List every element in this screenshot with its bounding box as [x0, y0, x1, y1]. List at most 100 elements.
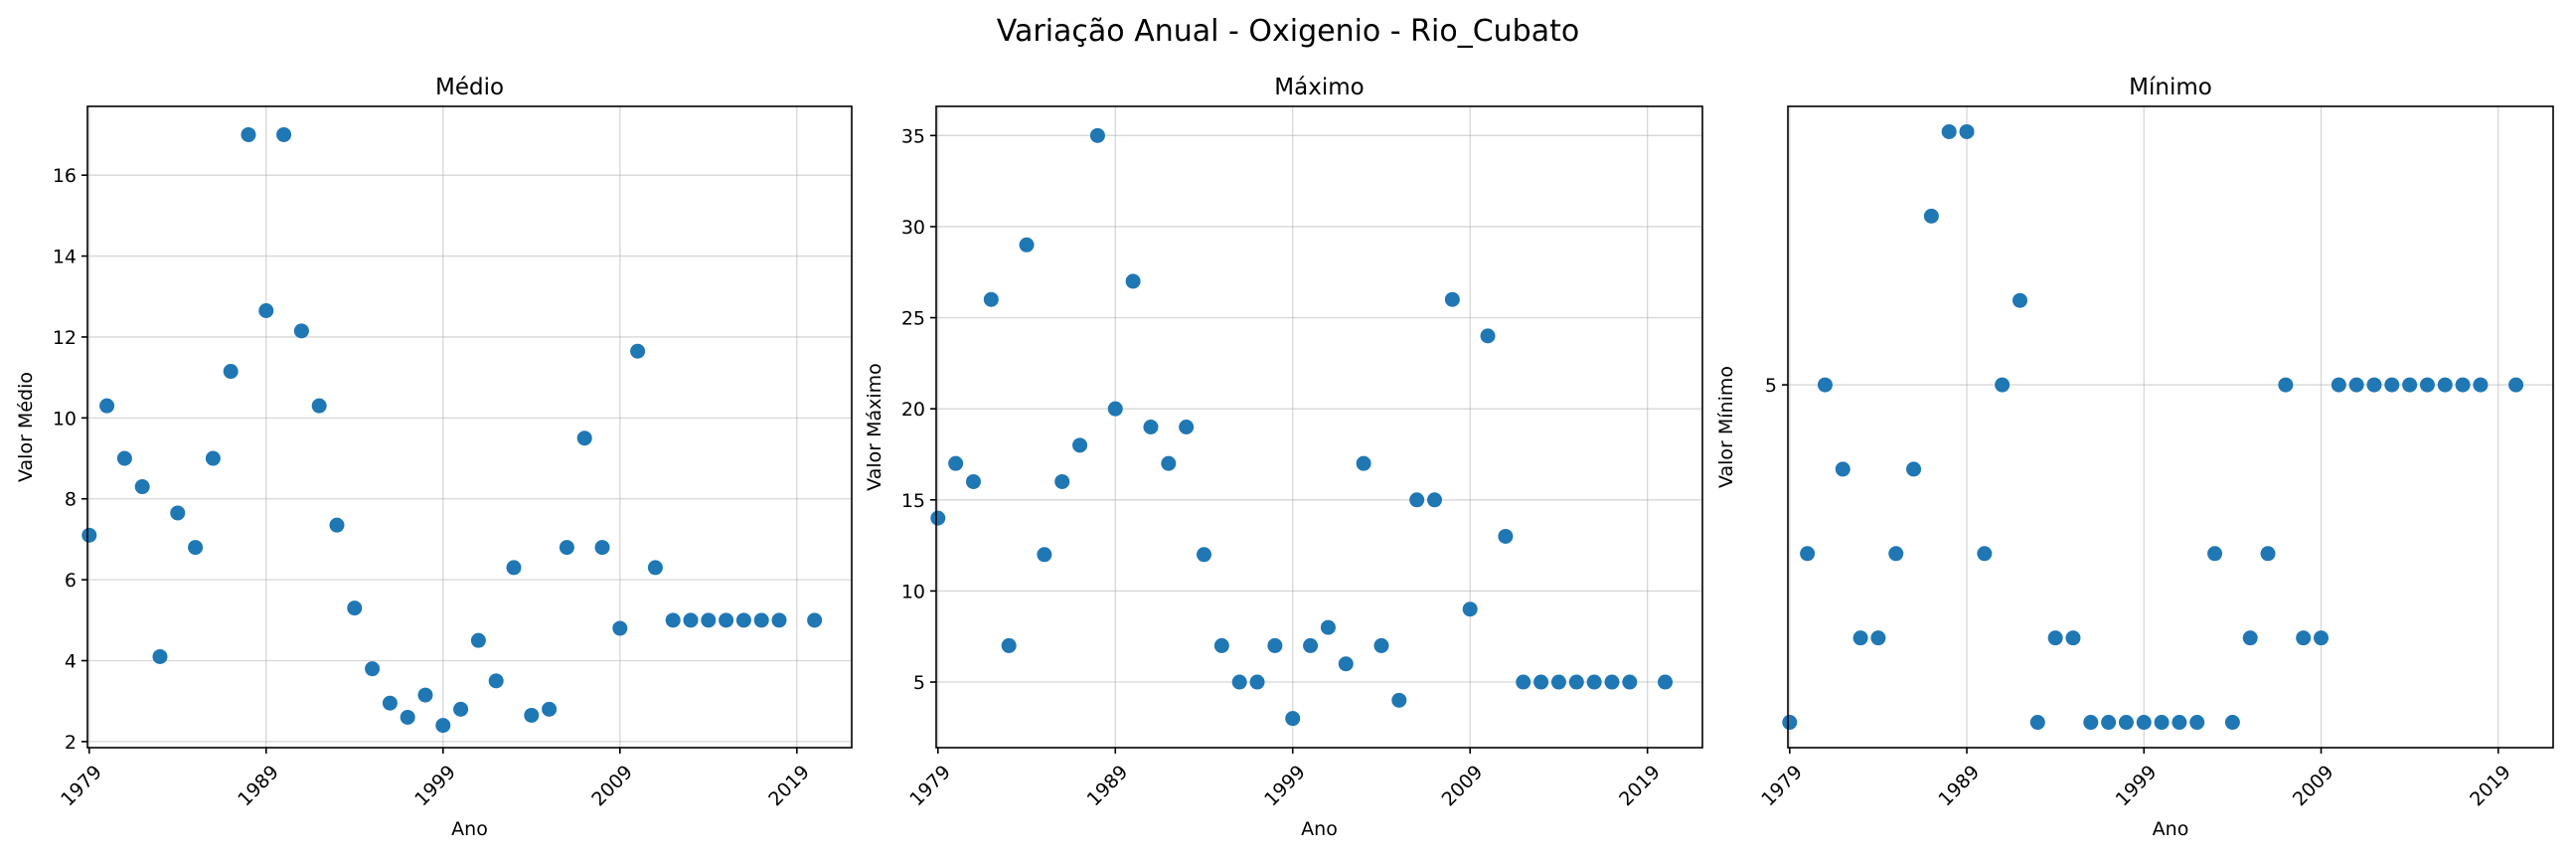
data-point	[1941, 123, 1957, 139]
data-point	[329, 517, 345, 533]
x-tick-label: 1979	[1757, 762, 1807, 811]
x-tick-label: 1979	[57, 762, 106, 811]
data-point	[2101, 715, 2117, 731]
data-point	[1072, 437, 1088, 453]
y-tick-label: 5	[913, 672, 925, 694]
data-point	[1444, 291, 1460, 307]
data-point	[2348, 377, 2364, 393]
x-tick-label: 2009	[2289, 762, 2338, 811]
data-point	[2012, 292, 2027, 308]
data-point	[647, 560, 663, 576]
data-point	[1923, 208, 1939, 224]
data-point	[2154, 715, 2170, 731]
data-point	[1995, 377, 2011, 393]
data-point	[1196, 547, 1211, 563]
data-point	[1213, 637, 1229, 653]
subplot-0: 1979 1989 1999 2009 2019 2 4 6 8 10 12 14 16 Médio Ano…	[15, 75, 853, 840]
data-point	[1782, 715, 1798, 731]
data-point	[1249, 674, 1265, 690]
data-point	[524, 707, 540, 723]
data-point	[735, 612, 751, 628]
data-point	[223, 364, 239, 380]
x-axis-label: Ano	[2153, 818, 2189, 840]
data-point	[2278, 377, 2294, 393]
data-point	[1285, 711, 1301, 727]
x-tick-label: 1989	[1934, 762, 1984, 811]
data-point	[2172, 715, 2187, 731]
data-point	[948, 455, 964, 471]
data-point	[2419, 377, 2435, 393]
plot-frame	[86, 105, 853, 749]
subplot-title: Médio	[435, 75, 504, 100]
x-tick-label: 2019	[2466, 762, 2515, 811]
data-point	[365, 661, 381, 677]
y-tick-label: 15	[901, 490, 925, 512]
data-point	[116, 450, 132, 466]
data-point	[1870, 630, 1886, 646]
subplot-1: 1979 1989 1999 2009 2019 5 10 15 20 25 30 35 Máximo A…	[864, 75, 1703, 840]
data-point	[1231, 674, 1247, 690]
data-point	[241, 126, 256, 142]
data-point	[2366, 377, 2382, 393]
data-point	[1959, 123, 1975, 139]
data-point	[2331, 377, 2346, 393]
data-point	[1320, 619, 1336, 635]
data-point	[1906, 461, 1922, 477]
data-point	[559, 540, 574, 556]
data-point	[1391, 692, 1407, 708]
x-tick-label: 2019	[1615, 762, 1665, 811]
y-tick-label: 2	[65, 732, 77, 754]
data-point	[400, 709, 415, 725]
data-point	[205, 450, 221, 466]
data-point	[2047, 630, 2063, 646]
data-point	[1550, 674, 1566, 690]
subplot-title: Mínimo	[2129, 75, 2212, 100]
data-point	[276, 126, 292, 142]
data-point	[807, 612, 823, 628]
y-tick-label: 8	[65, 489, 77, 511]
data-point	[1267, 637, 1283, 653]
data-point	[1427, 492, 1443, 508]
data-point	[576, 430, 592, 446]
y-tick-label: 6	[65, 570, 77, 592]
data-point	[1125, 273, 1141, 289]
data-point	[170, 505, 186, 521]
data-point	[453, 701, 469, 717]
y-tick-label: 4	[65, 651, 77, 673]
data-point	[347, 601, 363, 616]
data-point	[2242, 630, 2258, 646]
data-point	[2189, 715, 2205, 731]
data-point	[1586, 674, 1602, 690]
data-point	[771, 612, 787, 628]
data-point	[2508, 377, 2524, 393]
data-point	[311, 398, 327, 414]
data-point	[1037, 547, 1052, 563]
data-point	[1817, 377, 1833, 393]
plot-frame	[935, 105, 1703, 749]
data-point	[1001, 637, 1017, 653]
data-point	[2224, 715, 2240, 731]
data-point	[2314, 630, 2330, 646]
data-point	[701, 612, 717, 628]
data-point	[435, 718, 451, 734]
data-point	[1480, 328, 1496, 344]
data-point	[1852, 630, 1868, 646]
data-point	[965, 473, 981, 489]
data-point	[1143, 420, 1159, 434]
subplot-2: 1979 1989 1999 2009 2019 5 Mínimo Ano Valor Míni…	[1715, 75, 2554, 840]
x-tick-label: 1979	[905, 762, 955, 811]
data-point	[665, 612, 681, 628]
data-point	[1338, 656, 1354, 672]
x-tick-label: 1999	[2112, 762, 2162, 811]
data-point	[1568, 674, 1584, 690]
data-point	[2029, 715, 2045, 731]
data-point	[81, 527, 97, 543]
data-point	[1977, 546, 1993, 562]
figure-title: Variação Anual - Oxigenio - Rio_Cubato	[997, 14, 1579, 49]
data-point	[1516, 674, 1531, 690]
data-point	[1658, 674, 1674, 690]
y-tick-label: 16	[53, 165, 77, 187]
x-axis-label: Ano	[451, 818, 488, 840]
data-point	[983, 291, 999, 307]
